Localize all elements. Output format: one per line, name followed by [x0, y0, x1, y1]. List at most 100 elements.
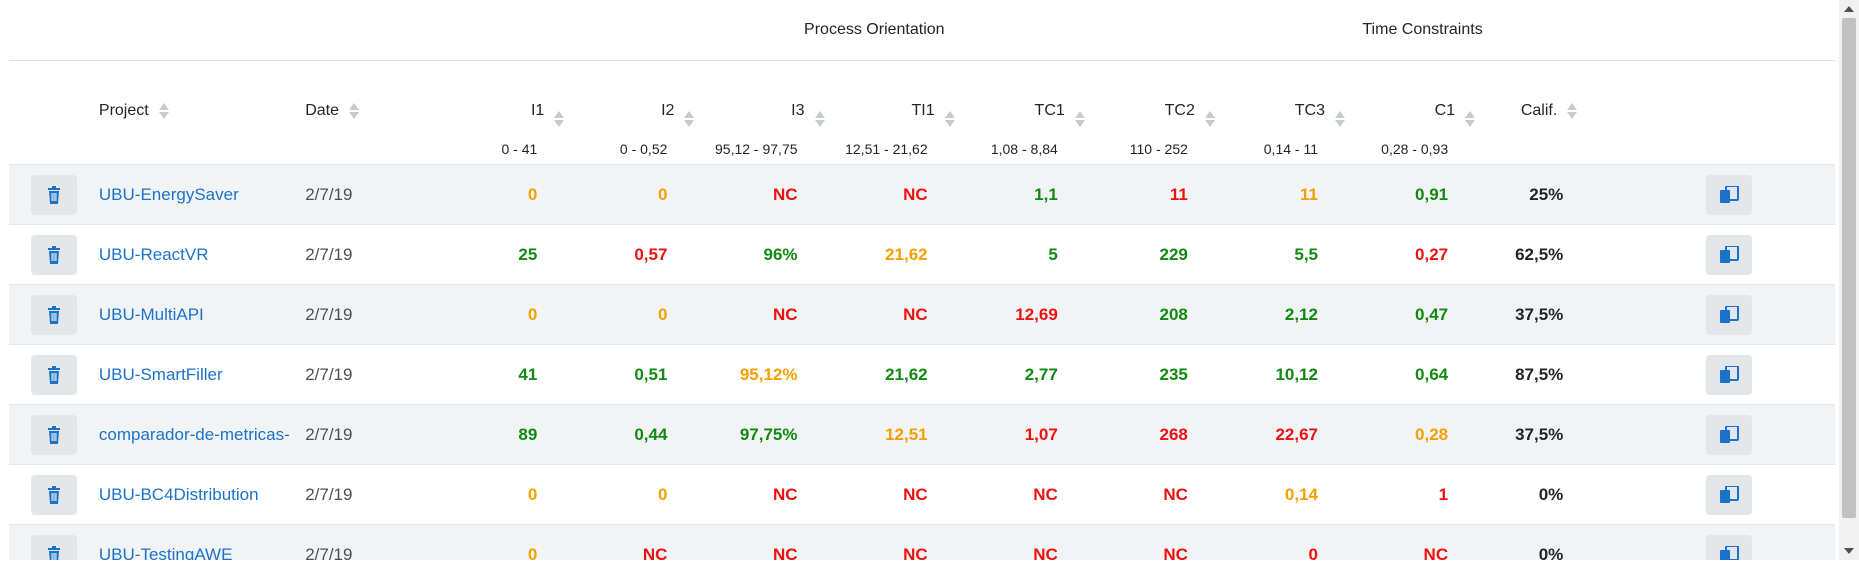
col-header-tc1[interactable]: TC1 1,08 - 8,84 [972, 61, 1102, 165]
compare-button[interactable] [1706, 414, 1753, 455]
metric-cell: 0 [426, 524, 582, 560]
compare-icon [1719, 425, 1740, 444]
metric-cell: 208 [1101, 284, 1232, 345]
scroll-up-icon[interactable] [1844, 6, 1854, 12]
delete-button[interactable] [30, 174, 77, 215]
table-row: UBU-EnergySaver 2/7/19 0 0 NC NC 1,1 11 11 0,91 25… [9, 164, 1835, 225]
date-cell: 2/7/19 [305, 464, 427, 525]
metric-cell: 229 [1101, 224, 1232, 285]
metric-cell: NC [711, 284, 842, 345]
metric-cell: 0 [581, 284, 712, 345]
metric-cell: 96% [711, 224, 842, 285]
col-header-tc3[interactable]: TC3 0,14 - 11 [1232, 61, 1362, 165]
col-header-c1[interactable]: C1 0,28 - 0,93 [1362, 61, 1492, 165]
sort-icon[interactable] [347, 101, 361, 121]
delete-button[interactable] [30, 414, 77, 455]
sort-icon[interactable] [1203, 109, 1217, 129]
metric-cell: 0 [426, 464, 582, 525]
metrics-table-body: UBU-EnergySaver 2/7/19 0 0 NC NC 1,1 11 11 0,91 25… [9, 164, 1835, 560]
metric-cell: NC [841, 464, 972, 525]
metric-cell: 0,64 [1362, 344, 1493, 405]
project-link[interactable]: comparador-de-metricas- [98, 404, 306, 465]
delete-button[interactable] [30, 474, 77, 515]
metric-cell: NC [711, 524, 842, 560]
metric-cell: 0 [426, 164, 582, 225]
metric-cell: NC [581, 524, 712, 560]
project-link[interactable]: UBU-ReactVR [98, 224, 306, 285]
col-header-i3[interactable]: I3 95,12 - 97,75 [711, 61, 841, 165]
metric-cell: NC [1101, 464, 1232, 525]
delete-button[interactable] [30, 294, 77, 335]
sort-icon[interactable] [682, 109, 696, 129]
sort-icon[interactable] [1333, 109, 1347, 129]
compare-button[interactable] [1706, 234, 1753, 275]
metric-cell: 11 [1101, 164, 1232, 225]
sort-icon[interactable] [1463, 109, 1477, 129]
col-header-date[interactable]: Date [305, 61, 427, 165]
table-row: UBU-BC4Distribution 2/7/19 0 0 NC NC NC NC 0,14 1… [9, 464, 1835, 525]
col-header-calif[interactable]: Calif. [1492, 61, 1623, 165]
date-cell: 2/7/19 [305, 224, 427, 285]
col-header-i2[interactable]: I2 0 - 0,52 [581, 61, 711, 165]
metric-cell: 2,77 [971, 344, 1102, 405]
calif-cell: 37,5% [1492, 404, 1624, 465]
metric-cell: NC [1362, 524, 1493, 560]
sort-icon[interactable] [813, 109, 827, 129]
calif-cell: 87,5% [1492, 344, 1624, 405]
metric-cell: 1,1 [971, 164, 1102, 225]
header-group-row: Process Orientation Time Constraints [9, 0, 1835, 61]
trash-icon [47, 365, 61, 384]
compare-button[interactable] [1706, 534, 1753, 560]
metric-cell: 12,69 [971, 284, 1102, 345]
col-header-i1[interactable]: I1 0 - 41 [427, 61, 581, 165]
sort-icon[interactable] [1565, 101, 1579, 121]
date-cell: 2/7/19 [305, 404, 427, 465]
calif-cell: 25% [1492, 164, 1624, 225]
vertical-scrollbar[interactable] [1839, 0, 1859, 560]
project-link[interactable]: UBU-EnergySaver [98, 164, 306, 225]
col-header-tc2[interactable]: TC2 110 - 252 [1102, 61, 1232, 165]
sort-icon[interactable] [943, 109, 957, 129]
col-header-ti1[interactable]: TI1 12,51 - 21,62 [842, 61, 972, 165]
table-row: UBU-TestingAWE 2/7/19 0 NC NC NC NC NC 0 NC 0% [9, 524, 1835, 560]
scroll-down-icon[interactable] [1844, 548, 1854, 554]
project-link[interactable]: UBU-TestingAWE [98, 524, 306, 560]
delete-button[interactable] [30, 234, 77, 275]
metric-cell: 89 [426, 404, 582, 465]
delete-button[interactable] [30, 354, 77, 395]
metric-cell: 0,47 [1362, 284, 1493, 345]
compare-button[interactable] [1706, 354, 1753, 395]
metric-cell: 95,12% [711, 344, 842, 405]
range-label: 110 - 252 [1129, 141, 1188, 157]
delete-button[interactable] [30, 534, 77, 560]
table-row: comparador-de-metricas- 2/7/19 89 0,44 97,75… [9, 404, 1835, 465]
range-label: 0,28 - 0,93 [1381, 141, 1449, 157]
project-link[interactable]: UBU-BC4Distribution [98, 464, 306, 525]
project-link[interactable]: UBU-SmartFiller [98, 344, 306, 405]
range-label: 0 - 0,52 [619, 141, 668, 157]
date-cell: 2/7/19 [305, 344, 427, 405]
compare-icon [1719, 305, 1740, 324]
sort-icon[interactable] [552, 109, 566, 129]
table-row: UBU-MultiAPI 2/7/19 0 0 NC NC 12,69 208 2,12 0,47… [9, 284, 1835, 345]
header-row: Project Date I1 0 - 41 I2 0 - 0,52 I3 95… [9, 61, 1835, 165]
metric-cell: 12,51 [841, 404, 972, 465]
compare-button[interactable] [1706, 474, 1753, 515]
metric-cell: 97,75% [711, 404, 842, 465]
compare-button[interactable] [1706, 294, 1753, 335]
metric-cell: 0 [426, 284, 582, 345]
scrollbar-thumb[interactable] [1842, 18, 1856, 518]
trash-icon [47, 545, 61, 560]
metric-cell: 0,44 [581, 404, 712, 465]
metric-cell: 0,57 [581, 224, 712, 285]
compare-button[interactable] [1706, 174, 1753, 215]
trash-icon [47, 425, 61, 444]
metric-cell: 1 [1362, 464, 1493, 525]
metric-cell: NC [711, 464, 842, 525]
col-header-project[interactable]: Project [99, 61, 305, 165]
project-link[interactable]: UBU-MultiAPI [98, 284, 306, 345]
range-label: 0,14 - 11 [1263, 141, 1318, 157]
sort-icon[interactable] [157, 101, 171, 121]
metric-cell: 11 [1231, 164, 1362, 225]
sort-icon[interactable] [1073, 109, 1087, 129]
